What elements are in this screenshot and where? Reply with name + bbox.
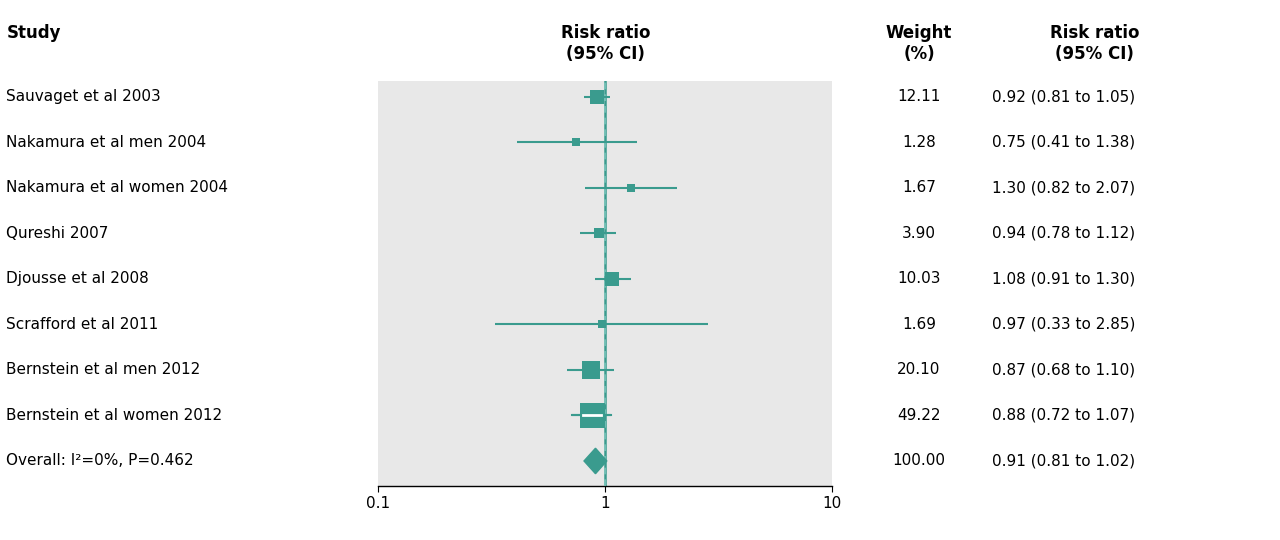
Text: Risk ratio
(95% CI): Risk ratio (95% CI) bbox=[561, 24, 650, 63]
Text: 1.67: 1.67 bbox=[902, 180, 936, 195]
Text: 0.91 (0.81 to 1.02): 0.91 (0.81 to 1.02) bbox=[992, 454, 1135, 469]
Text: 0.92 (0.81 to 1.05): 0.92 (0.81 to 1.05) bbox=[992, 90, 1135, 104]
Text: Scrafford et al 2011: Scrafford et al 2011 bbox=[6, 317, 159, 332]
Text: 100.00: 100.00 bbox=[892, 454, 946, 469]
Text: 0.97 (0.33 to 2.85): 0.97 (0.33 to 2.85) bbox=[992, 317, 1135, 332]
Text: Qureshi 2007: Qureshi 2007 bbox=[6, 226, 109, 241]
Text: 0.88 (0.72 to 1.07): 0.88 (0.72 to 1.07) bbox=[992, 408, 1135, 423]
Text: 3.90: 3.90 bbox=[902, 226, 936, 241]
Text: Bernstein et al men 2012: Bernstein et al men 2012 bbox=[6, 362, 201, 377]
Text: Study: Study bbox=[6, 24, 61, 42]
Text: Bernstein et al women 2012: Bernstein et al women 2012 bbox=[6, 408, 223, 423]
Text: 49.22: 49.22 bbox=[897, 408, 941, 423]
Text: Weight
(%): Weight (%) bbox=[886, 24, 952, 63]
Text: Risk ratio
(95% CI): Risk ratio (95% CI) bbox=[1050, 24, 1139, 63]
Text: 1.69: 1.69 bbox=[902, 317, 936, 332]
Text: 12.11: 12.11 bbox=[897, 90, 941, 104]
Text: 0.75 (0.41 to 1.38): 0.75 (0.41 to 1.38) bbox=[992, 135, 1135, 150]
Text: Sauvaget et al 2003: Sauvaget et al 2003 bbox=[6, 90, 161, 104]
Polygon shape bbox=[584, 448, 607, 474]
Text: Nakamura et al women 2004: Nakamura et al women 2004 bbox=[6, 180, 228, 195]
Text: 1.08 (0.91 to 1.30): 1.08 (0.91 to 1.30) bbox=[992, 272, 1135, 286]
Text: 0.94 (0.78 to 1.12): 0.94 (0.78 to 1.12) bbox=[992, 226, 1135, 241]
Text: 0.87 (0.68 to 1.10): 0.87 (0.68 to 1.10) bbox=[992, 362, 1135, 377]
Text: 10.03: 10.03 bbox=[897, 272, 941, 286]
Text: 1.28: 1.28 bbox=[902, 135, 936, 150]
Text: Nakamura et al men 2004: Nakamura et al men 2004 bbox=[6, 135, 206, 150]
Text: Djousse et al 2008: Djousse et al 2008 bbox=[6, 272, 150, 286]
Text: 1.30 (0.82 to 2.07): 1.30 (0.82 to 2.07) bbox=[992, 180, 1135, 195]
Text: Overall: I²=0%, P=0.462: Overall: I²=0%, P=0.462 bbox=[6, 454, 195, 469]
Text: 20.10: 20.10 bbox=[897, 362, 941, 377]
